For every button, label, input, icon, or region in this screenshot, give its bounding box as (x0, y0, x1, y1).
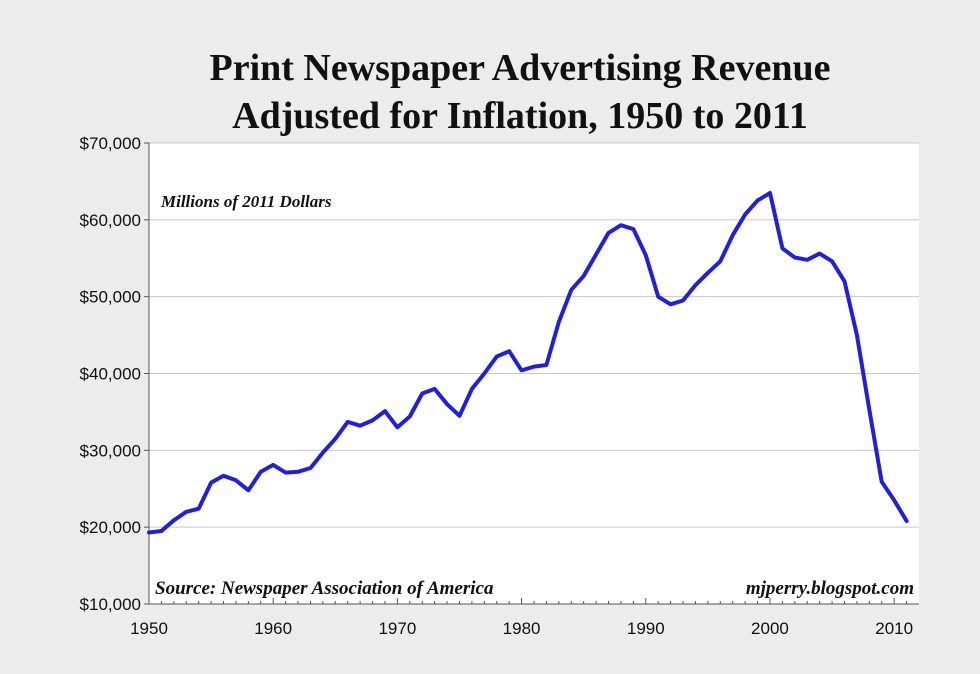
y-tick-label: $70,000 (80, 134, 141, 153)
series-line-revenue (147, 190, 909, 535)
chart-title: Print Newspaper Advertising Revenue Adju… (0, 44, 980, 140)
y-tick-label: $10,000 (80, 595, 141, 614)
chart-title-line-1: Print Newspaper Advertising Revenue (209, 47, 831, 89)
y-tick-label: $30,000 (80, 441, 141, 460)
y-tick-label: $50,000 (80, 288, 141, 307)
y-tick-label: $60,000 (80, 211, 141, 230)
chart-title-line-2: Adjusted for Inflation, 1950 to 2011 (232, 95, 808, 137)
chart-subtitle: Millions of 2011 Dollars (160, 192, 332, 211)
x-tick-label: 2000 (751, 619, 789, 638)
source-note: Source: Newspaper Association of America (155, 578, 494, 599)
x-tick-label: 1970 (378, 619, 416, 638)
x-tick-label: 1950 (130, 619, 168, 638)
x-tick-label: 1990 (627, 619, 665, 638)
y-tick-label: $40,000 (80, 365, 141, 384)
credit-note: mjperry.blogspot.com (746, 578, 914, 599)
x-tick-label: 2010 (875, 619, 913, 638)
x-tick-label: 1980 (503, 619, 541, 638)
y-tick-label: $20,000 (80, 518, 141, 537)
x-tick-label: 1960 (254, 619, 292, 638)
